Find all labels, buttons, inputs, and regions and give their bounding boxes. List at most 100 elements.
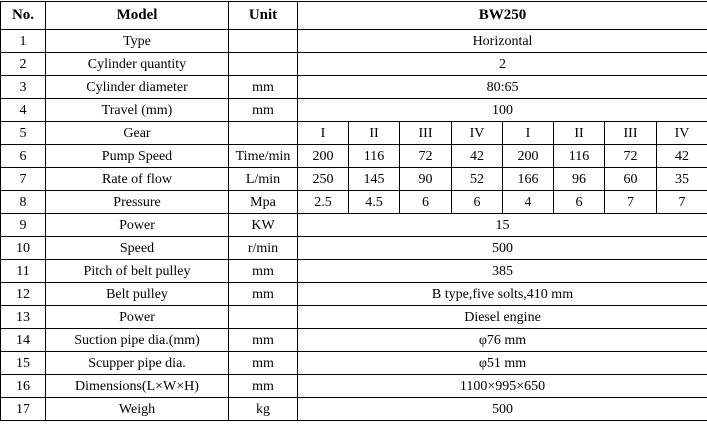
row-unit bbox=[229, 306, 298, 329]
row-unit: L/min bbox=[229, 168, 298, 191]
row-value-cell: 250 bbox=[298, 168, 349, 191]
row-value-cell: 4.5 bbox=[349, 191, 400, 214]
row-value-cell: II bbox=[554, 122, 605, 145]
row-value-cell: 42 bbox=[452, 145, 503, 168]
row-number: 6 bbox=[1, 145, 46, 168]
row-number: 14 bbox=[1, 329, 46, 352]
row-number: 17 bbox=[1, 398, 46, 421]
row-value-cell: 72 bbox=[400, 145, 452, 168]
row-value: Diesel engine bbox=[298, 306, 707, 329]
row-number: 16 bbox=[1, 375, 46, 398]
row-model: Pump Speed bbox=[46, 145, 229, 168]
row-model: Dimensions(L×W×H) bbox=[46, 375, 229, 398]
row-unit bbox=[229, 30, 298, 53]
row-number: 3 bbox=[1, 76, 46, 99]
row-value: φ51 mm bbox=[298, 352, 707, 375]
row-value: 500 bbox=[298, 237, 707, 260]
row-unit: Time/min bbox=[229, 145, 298, 168]
row-unit: KW bbox=[229, 214, 298, 237]
row-unit: mm bbox=[229, 375, 298, 398]
row-number: 10 bbox=[1, 237, 46, 260]
row-value-cell: 116 bbox=[349, 145, 400, 168]
row-model: Cylinder diameter bbox=[46, 76, 229, 99]
row-value-cell: 166 bbox=[503, 168, 554, 191]
row-number: 4 bbox=[1, 99, 46, 122]
row-model: Rate of flow bbox=[46, 168, 229, 191]
row-value-cell: 90 bbox=[400, 168, 452, 191]
row-value: 385 bbox=[298, 260, 707, 283]
row-unit: mm bbox=[229, 99, 298, 122]
row-value-cell: 96 bbox=[554, 168, 605, 191]
row-value: 15 bbox=[298, 214, 707, 237]
row-unit: mm bbox=[229, 329, 298, 352]
row-number: 2 bbox=[1, 53, 46, 76]
row-value-cell: 60 bbox=[605, 168, 657, 191]
row-model: Gear bbox=[46, 122, 229, 145]
row-value-cell: 7 bbox=[657, 191, 707, 214]
row-value: 500 bbox=[298, 398, 707, 421]
row-value: 1100×995×650 bbox=[298, 375, 707, 398]
row-value-cell: I bbox=[503, 122, 554, 145]
row-value-cell: 6 bbox=[452, 191, 503, 214]
header-value: BW250 bbox=[298, 2, 707, 30]
row-model: Pressure bbox=[46, 191, 229, 214]
row-number: 1 bbox=[1, 30, 46, 53]
row-number: 9 bbox=[1, 214, 46, 237]
row-model: Power bbox=[46, 214, 229, 237]
header-no: No. bbox=[1, 2, 46, 30]
row-value-cell: 52 bbox=[452, 168, 503, 191]
header-unit: Unit bbox=[229, 2, 298, 30]
row-unit: Mpa bbox=[229, 191, 298, 214]
row-value-cell: 6 bbox=[554, 191, 605, 214]
row-value-cell: III bbox=[400, 122, 452, 145]
row-model: Scupper pipe dia. bbox=[46, 352, 229, 375]
row-value-cell: 116 bbox=[554, 145, 605, 168]
row-model: Pitch of belt pulley bbox=[46, 260, 229, 283]
row-unit bbox=[229, 53, 298, 76]
row-unit: mm bbox=[229, 352, 298, 375]
header-row: No. Model Unit BW250 bbox=[1, 2, 707, 30]
row-number: 7 bbox=[1, 168, 46, 191]
row-value-cell: 4 bbox=[503, 191, 554, 214]
row-value-cell: 7 bbox=[605, 191, 657, 214]
row-value-cell: IV bbox=[657, 122, 707, 145]
row-value-cell: 6 bbox=[400, 191, 452, 214]
row-value-cell: IV bbox=[452, 122, 503, 145]
row-model: Type bbox=[46, 30, 229, 53]
row-model: Belt pulley bbox=[46, 283, 229, 306]
row-value: B type,five solts,410 mm bbox=[298, 283, 707, 306]
row-value: 100 bbox=[298, 99, 707, 122]
row-value-cell: 2.5 bbox=[298, 191, 349, 214]
row-value: 2 bbox=[298, 53, 707, 76]
row-value-cell: III bbox=[605, 122, 657, 145]
row-value: 80:65 bbox=[298, 76, 707, 99]
row-value-cell: 42 bbox=[657, 145, 707, 168]
row-value-cell: I bbox=[298, 122, 349, 145]
row-value-cell: 200 bbox=[503, 145, 554, 168]
row-unit bbox=[229, 122, 298, 145]
row-model: Power bbox=[46, 306, 229, 329]
row-number: 11 bbox=[1, 260, 46, 283]
row-model: Speed bbox=[46, 237, 229, 260]
row-model: Weigh bbox=[46, 398, 229, 421]
row-model: Travel (mm) bbox=[46, 99, 229, 122]
row-unit: mm bbox=[229, 260, 298, 283]
row-value-cell: 35 bbox=[657, 168, 707, 191]
row-number: 12 bbox=[1, 283, 46, 306]
header-model: Model bbox=[46, 2, 229, 30]
row-number: 13 bbox=[1, 306, 46, 329]
row-value-cell: 200 bbox=[298, 145, 349, 168]
